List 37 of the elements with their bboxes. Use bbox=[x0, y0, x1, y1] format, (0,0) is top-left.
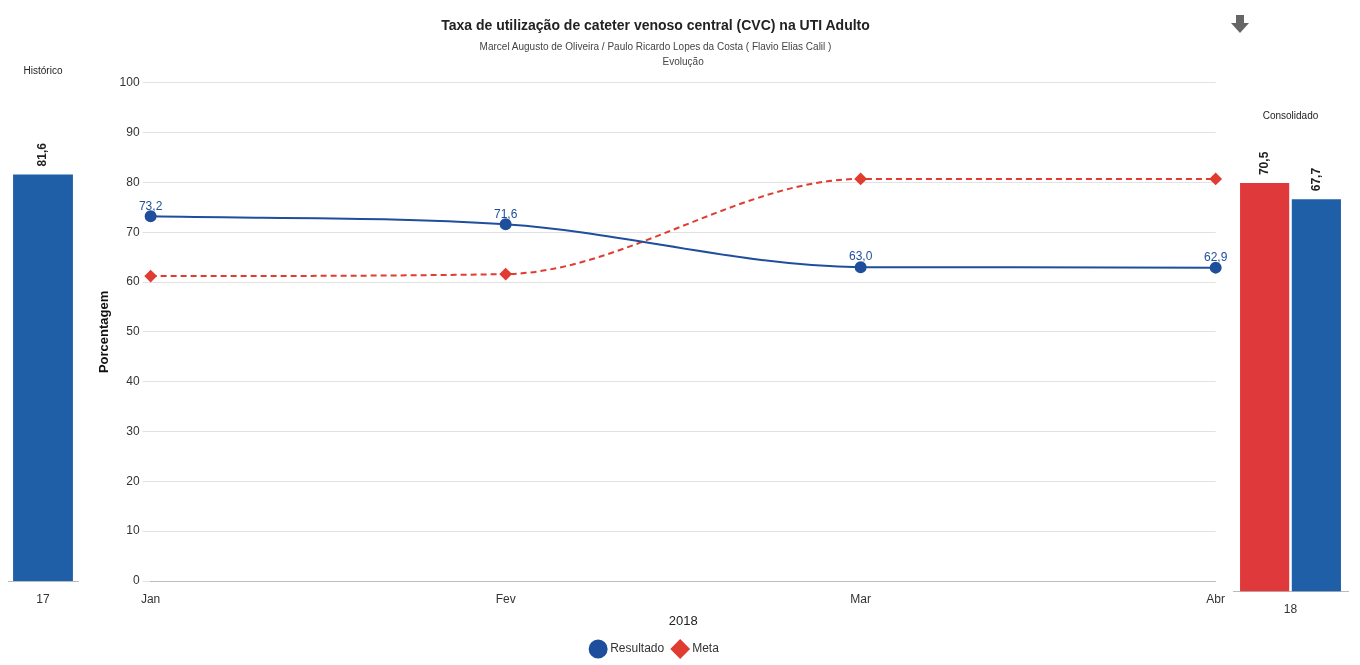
y-axis-title: Porcentagem bbox=[96, 290, 112, 374]
point bbox=[499, 268, 512, 281]
data-label: 67,7 bbox=[1308, 167, 1323, 192]
y-tick-label: 30 bbox=[126, 423, 140, 438]
y-tick-label: 20 bbox=[126, 473, 140, 488]
point bbox=[1209, 172, 1222, 185]
legend-label: Resultado bbox=[610, 641, 665, 656]
y-tick-label: 0 bbox=[132, 573, 140, 588]
chart-title: Histórico bbox=[23, 64, 63, 76]
point bbox=[854, 172, 867, 185]
point bbox=[854, 261, 867, 274]
text: Evolução bbox=[662, 55, 705, 67]
chart-title: Consolidado bbox=[1262, 109, 1319, 121]
y-tick-label: 70 bbox=[126, 224, 140, 239]
legend-label: Meta bbox=[692, 641, 720, 656]
y-tick-label: 60 bbox=[126, 274, 140, 289]
x-tick-label: 18 bbox=[1283, 602, 1298, 617]
y-tick-label: 100 bbox=[119, 75, 140, 90]
x-axis-title: 2018 bbox=[668, 612, 698, 628]
x-tick-label: Mar bbox=[850, 591, 871, 606]
y-tick-label: 40 bbox=[126, 374, 140, 389]
x-tick-label: Fev bbox=[495, 591, 516, 606]
y-tick-label: 80 bbox=[126, 174, 140, 189]
x-tick-label: Jan bbox=[140, 591, 161, 606]
data-label: 70,5 bbox=[1256, 151, 1271, 176]
x-tick-label: Abr bbox=[1206, 591, 1226, 606]
data-label: 62,9 bbox=[1203, 249, 1228, 264]
y-tick-label: 50 bbox=[126, 324, 140, 339]
y-tick-label: 90 bbox=[126, 124, 140, 139]
data-label: 71,6 bbox=[493, 206, 518, 221]
x-tick-label: 17 bbox=[36, 591, 50, 606]
data-label: 73,2 bbox=[138, 198, 163, 213]
chart-subtitle: Marcel Augusto de Oliveira / Paulo Ricardo Lopes da Costa ( Flavio Elias Calil ) bbox=[479, 40, 832, 52]
chart-title: Taxa de utilização de cateter venoso central (CVC) na UTI Adulto bbox=[441, 17, 870, 34]
y-tick-label: 10 bbox=[126, 523, 140, 538]
data-label: 81,6 bbox=[35, 142, 50, 167]
data-label: 63,0 bbox=[848, 249, 873, 264]
